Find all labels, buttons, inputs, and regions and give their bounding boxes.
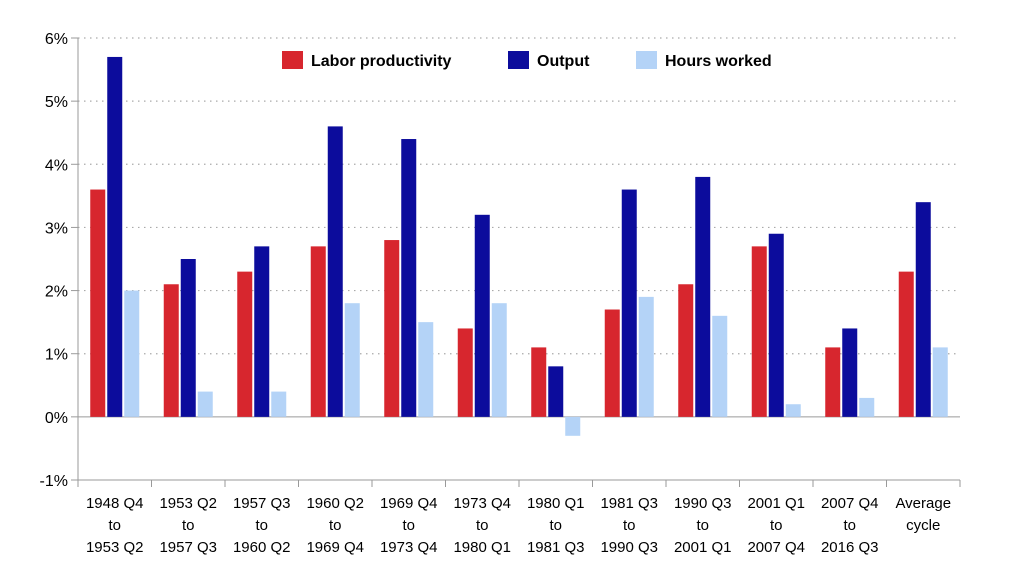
bar-output bbox=[695, 176, 711, 417]
bar-output bbox=[474, 214, 490, 417]
x-category-label: 1969 Q4 to 1973 Q4 bbox=[380, 495, 438, 556]
bars bbox=[90, 56, 948, 436]
x-category-label: 1981 Q3 to 1990 Q3 bbox=[600, 495, 658, 556]
x-category-labels: 1948 Q4 to 1953 Q2 1953 Q2 to 1957 Q3 1957 Q3 t… bbox=[86, 495, 951, 556]
bar-hours-worked bbox=[785, 404, 801, 417]
x-category-label: 2001 Q1 to 2007 Q4 bbox=[747, 495, 805, 556]
bar-hours-worked bbox=[932, 347, 948, 417]
bar-hours-worked bbox=[271, 391, 287, 417]
bar-output bbox=[548, 366, 564, 417]
bar-labor-productivity bbox=[384, 240, 400, 417]
bar-labor-productivity bbox=[90, 189, 106, 417]
bar-output bbox=[842, 328, 858, 417]
bar-hours-worked bbox=[859, 397, 875, 417]
bar-labor-productivity bbox=[237, 271, 253, 417]
bar-labor-productivity bbox=[310, 246, 326, 417]
bar-labor-productivity bbox=[678, 284, 694, 417]
y-tick-label: 0% bbox=[45, 410, 68, 427]
x-category-label: Average cycle bbox=[895, 495, 951, 534]
x-category-label: 1973 Q4 to 1980 Q1 bbox=[453, 495, 511, 556]
y-tick-label: 5% bbox=[45, 94, 68, 111]
legend-label: Hours worked bbox=[665, 53, 772, 70]
bar-output bbox=[768, 233, 784, 417]
x-category-label: 1953 Q2 to 1957 Q3 bbox=[159, 495, 217, 556]
legend-label: Labor productivity bbox=[311, 53, 452, 70]
bar-labor-productivity bbox=[751, 246, 767, 417]
y-tick-label: 4% bbox=[45, 157, 68, 174]
bar-hours-worked bbox=[638, 296, 654, 417]
y-tick-label: -1% bbox=[40, 473, 68, 490]
bar-output bbox=[327, 126, 343, 417]
x-category-label: 1960 Q2 to 1969 Q4 bbox=[306, 495, 364, 556]
bar-hours-worked bbox=[418, 322, 434, 417]
legend-swatch bbox=[636, 51, 657, 69]
y-tick-label: 3% bbox=[45, 220, 68, 237]
bar-output bbox=[180, 259, 196, 417]
x-category-label: 2007 Q4 to 2016 Q3 bbox=[821, 495, 879, 556]
bar-output bbox=[254, 246, 270, 417]
bar-labor-productivity bbox=[898, 271, 914, 417]
bar-hours-worked bbox=[565, 416, 581, 436]
bar-labor-productivity bbox=[457, 328, 473, 417]
legend-label: Output bbox=[537, 53, 590, 70]
bar-labor-productivity bbox=[163, 284, 179, 417]
bar-hours-worked bbox=[491, 303, 507, 417]
bar-hours-worked bbox=[197, 391, 213, 417]
y-tick-label: 6% bbox=[45, 31, 68, 48]
bar-hours-worked bbox=[124, 290, 140, 417]
bar-output bbox=[915, 202, 931, 417]
y-tick-labels: -1% 0% 1% 2% 3% 4% 5% 6% bbox=[40, 31, 68, 490]
axes bbox=[71, 37, 961, 487]
legend-swatch bbox=[282, 51, 303, 69]
legend: Labor productivity Output Hours worked bbox=[282, 51, 772, 70]
x-category-label: 1980 Q1 to 1981 Q3 bbox=[527, 495, 585, 556]
legend-swatch bbox=[508, 51, 529, 69]
bar-labor-productivity bbox=[531, 347, 547, 417]
y-tick-label: 2% bbox=[45, 284, 68, 301]
x-category-label: 1990 Q3 to 2001 Q1 bbox=[674, 495, 732, 556]
bar-labor-productivity bbox=[604, 309, 620, 417]
x-category-label: 1948 Q4 to 1953 Q2 bbox=[86, 495, 144, 556]
bar-output bbox=[107, 56, 123, 417]
bar-output bbox=[401, 139, 417, 417]
bar-hours-worked bbox=[344, 303, 360, 417]
x-category-label: 1957 Q3 to 1960 Q2 bbox=[233, 495, 291, 556]
bar-labor-productivity bbox=[825, 347, 841, 417]
bar-output bbox=[621, 189, 637, 417]
grid-lines bbox=[78, 37, 960, 355]
y-tick-label: 1% bbox=[45, 347, 68, 364]
bar-hours-worked bbox=[712, 315, 728, 417]
